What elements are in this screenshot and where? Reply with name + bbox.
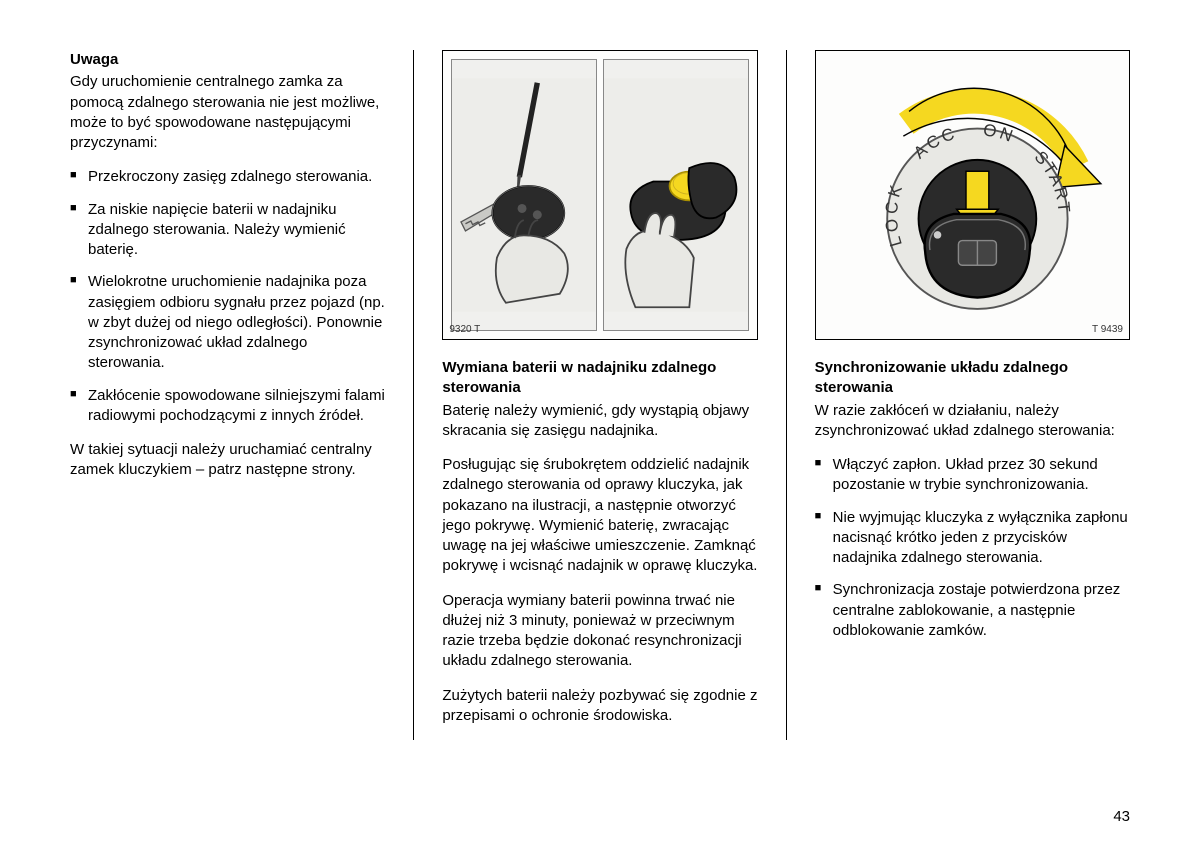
figure-label: 9320 T (449, 323, 480, 337)
page-number: 43 (1113, 807, 1130, 827)
column-3: LOCK ACC ON START (815, 50, 1130, 740)
column-divider (413, 50, 414, 740)
battery-open-illustration (604, 60, 748, 330)
column-2: 9320 T Wymiana baterii w nadajniku zdaln… (442, 50, 757, 740)
col2-para: Operacja wymiany baterii powinna trwać n… (442, 591, 757, 672)
ignition-illustration: LOCK ACC ON START (816, 51, 1129, 339)
page-columns: Uwaga Gdy uruchomienie centralnego zamka… (70, 50, 1130, 740)
col1-bullet-list: Przekroczony zasięg zdalnego sterowania.… (70, 167, 385, 426)
list-item: Nie wyjmując kluczyka z wyłącznika zapło… (815, 508, 1130, 569)
col2-para: Posługując się śrubokrętem oddzielić nad… (442, 455, 757, 577)
col3-bullet-list: Włączyć zapłon. Układ przez 30 sekund po… (815, 455, 1130, 641)
list-item: Przekroczony zasięg zdalnego sterowania. (70, 167, 385, 187)
col2-para: Baterię należy wymienić, gdy wystąpią ob… (442, 401, 757, 442)
figure-battery-replace: 9320 T (442, 50, 757, 340)
list-item: Synchronizacja zostaje potwierdzona prze… (815, 580, 1130, 641)
col1-intro: Gdy uruchomienie centralnego zamka za po… (70, 72, 385, 153)
figure-panel-right (603, 59, 749, 331)
list-item: Wielokrotne uruchomienie nadajnika poza … (70, 272, 385, 373)
figure-ignition: LOCK ACC ON START (815, 50, 1130, 340)
col3-intro: W razie zakłóceń w działaniu, należy zsy… (815, 401, 1130, 442)
figure-label: T 9439 (1092, 323, 1123, 337)
list-item: Za niskie napięcie baterii w nadajniku z… (70, 200, 385, 261)
key-screwdriver-illustration (452, 60, 596, 330)
list-item: Zakłócenie spowodowane silniejszymi fala… (70, 386, 385, 427)
column-divider (786, 50, 787, 740)
col1-outro: W takiej sytuacji należy uruchamiać cent… (70, 440, 385, 481)
figure-panel-left (451, 59, 597, 331)
list-item: Włączyć zapłon. Układ przez 30 sekund po… (815, 455, 1130, 496)
column-1: Uwaga Gdy uruchomienie centralnego zamka… (70, 50, 385, 740)
col2-heading: Wymiana baterii w nadajniku zdalnego ste… (442, 358, 757, 399)
col2-para: Zużytych baterii należy pozbywać się zgo… (442, 686, 757, 727)
col3-heading: Synchronizowanie układu zdalnego sterowa… (815, 358, 1130, 399)
col1-heading: Uwaga (70, 50, 385, 70)
